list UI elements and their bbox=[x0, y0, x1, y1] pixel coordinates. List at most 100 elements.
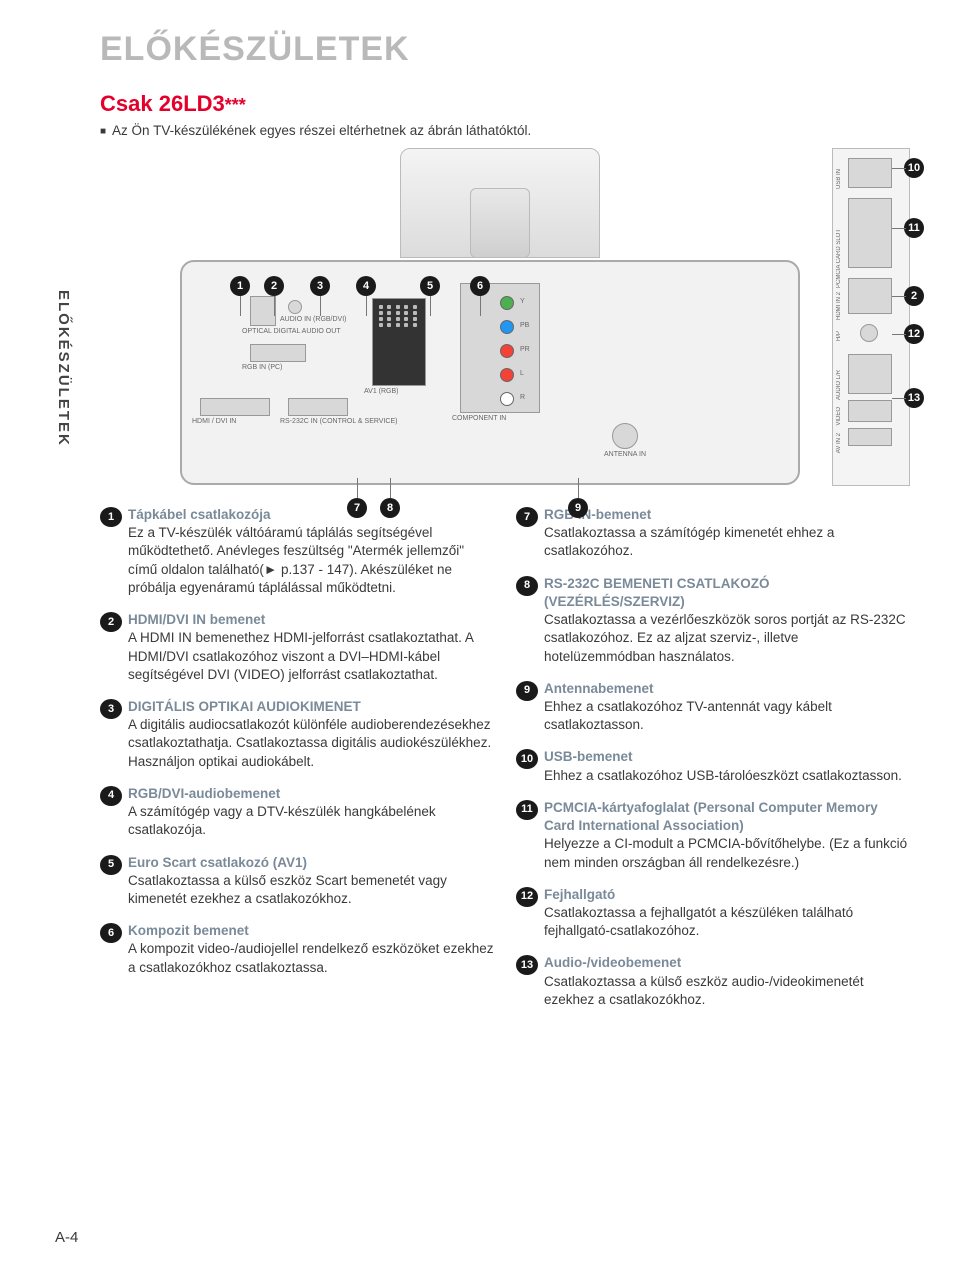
item-title: Audio-/videobemenet bbox=[544, 955, 681, 970]
item-body: RGB IN-bemenet Csatlakoztassa a számítógé… bbox=[544, 506, 912, 561]
callout-dot: 7 bbox=[347, 498, 367, 518]
item-text: Helyezze a CI-modult a PCMCIA-bővítőhely… bbox=[544, 836, 907, 869]
description-item: 11 PCMCIA-kártyafoglalat (Personal Comput… bbox=[516, 799, 912, 872]
item-text: A számítógép vagy a DTV-készülék hangkáb… bbox=[128, 804, 436, 837]
leader-line bbox=[480, 296, 481, 316]
rca-label: Y bbox=[520, 298, 525, 305]
item-body: DIGITÁLIS OPTIKAI AUDIOKIMENET A digitáli… bbox=[128, 698, 496, 771]
port-label: ANTENNA IN bbox=[604, 451, 646, 458]
leader-line bbox=[357, 478, 358, 498]
item-number: 5 bbox=[100, 855, 122, 875]
side-port bbox=[860, 324, 878, 342]
description-item: 3 DIGITÁLIS OPTIKAI AUDIOKIMENET A digitál… bbox=[100, 698, 496, 771]
side-port bbox=[848, 278, 892, 314]
port bbox=[612, 423, 638, 449]
port-label: COMPONENT IN bbox=[452, 415, 506, 422]
item-text: A HDMI IN bemenethez HDMI-jelforrást csa… bbox=[128, 630, 473, 681]
leader-line bbox=[430, 296, 431, 316]
item-title: RS-232C BEMENETI CSATLAKOZÓ (VEZÉRLÉS/SZ… bbox=[544, 576, 770, 609]
leader-line bbox=[366, 296, 367, 316]
left-column: 1 Tápkábel csatlakozójaEz a TV-készülék v… bbox=[100, 506, 496, 1023]
item-title: Euro Scart csatlakozó (AV1) bbox=[128, 855, 307, 870]
callout-dot: 8 bbox=[380, 498, 400, 518]
port bbox=[372, 298, 426, 386]
item-title: RGB IN-bemenet bbox=[544, 507, 651, 522]
callout-dot: 12 bbox=[904, 324, 924, 344]
port-label: OPTICAL DIGITAL AUDIO OUT bbox=[242, 328, 341, 335]
side-port-label: USB IN bbox=[836, 169, 842, 189]
side-port-label: H/P bbox=[836, 331, 842, 341]
rca-jack bbox=[500, 320, 514, 334]
model-line: Csak 26LD3*** bbox=[100, 91, 912, 117]
rca-jack bbox=[500, 392, 514, 406]
model-prefix: Csak bbox=[100, 91, 159, 116]
item-title: Tápkábel csatlakozója bbox=[128, 507, 271, 522]
side-port-label: AV IN 2 bbox=[836, 433, 842, 453]
side-port-label: PCMCIA CARD SLOT bbox=[836, 229, 842, 288]
model-suffix: *** bbox=[225, 95, 246, 115]
item-number: 8 bbox=[516, 576, 538, 596]
leader-line bbox=[892, 398, 906, 399]
tv-neck-shape bbox=[470, 188, 530, 258]
item-body: USB-bemenetEhhez a csatlakozóhoz USB-tár… bbox=[544, 748, 912, 784]
callout-dot: 5 bbox=[420, 276, 440, 296]
item-text: Csatlakoztassa a vezérlőeszközök soros p… bbox=[544, 612, 906, 663]
item-text: Csatlakoztassa a fejhallgatót a készülék… bbox=[544, 905, 853, 938]
port-label: HDMI / DVI IN bbox=[192, 418, 236, 425]
description-item: 2 HDMI/DVI IN bemenet A HDMI IN bemenethez… bbox=[100, 611, 496, 684]
port bbox=[250, 344, 306, 362]
item-number: 11 bbox=[516, 800, 538, 820]
item-number: 7 bbox=[516, 507, 538, 527]
callout-dot: 10 bbox=[904, 158, 924, 178]
item-text: A kompozit video-/audiojellel rendelkező… bbox=[128, 941, 493, 974]
rca-jack bbox=[500, 296, 514, 310]
item-body: PCMCIA-kártyafoglalat (Personal Computer… bbox=[544, 799, 912, 872]
note-line: Az Ön TV-készülékének egyes részei eltér… bbox=[100, 123, 912, 138]
port-label: RS-232C IN (CONTROL & SERVICE) bbox=[280, 418, 397, 425]
item-title: Kompozit bemenet bbox=[128, 923, 249, 938]
description-item: 1 Tápkábel csatlakozójaEz a TV-készülék v… bbox=[100, 506, 496, 597]
item-title: PCMCIA-kártyafoglalat (Personal Computer… bbox=[544, 800, 878, 833]
leader-line bbox=[892, 334, 906, 335]
item-number: 2 bbox=[100, 612, 122, 632]
connector-diagram: OPTICAL DIGITAL AUDIO OUT AUDIO IN (RGB/D… bbox=[100, 148, 910, 488]
item-number: 3 bbox=[100, 699, 122, 719]
model-code: 26LD3 bbox=[159, 91, 225, 116]
callout-dot: 4 bbox=[356, 276, 376, 296]
rca-label: R bbox=[520, 394, 525, 401]
side-port bbox=[848, 428, 892, 446]
callout-dot: 2 bbox=[904, 286, 924, 306]
item-text: Ehhez a csatlakozóhoz USB-tárolóeszközt … bbox=[544, 768, 902, 783]
callout-dot: 11 bbox=[904, 218, 924, 238]
port bbox=[200, 398, 270, 416]
item-body: RGB/DVI-audiobemenet A számítógép vagy a … bbox=[128, 785, 496, 840]
leader-line bbox=[274, 296, 275, 316]
description-item: 9AntennabemenetEhhez a csatlakozóhoz TV-… bbox=[516, 680, 912, 735]
item-title: RGB/DVI-audiobemenet bbox=[128, 786, 280, 801]
item-title: DIGITÁLIS OPTIKAI AUDIOKIMENET bbox=[128, 699, 361, 714]
page-number: A-4 bbox=[55, 1229, 78, 1246]
description-item: 5 Euro Scart csatlakozó (AV1) Csatlakoztas… bbox=[100, 854, 496, 909]
item-number: 1 bbox=[100, 507, 122, 527]
item-title: Antennabemenet bbox=[544, 681, 654, 696]
description-item: 12FejhallgatóCsatlakoztassa a fejhallgat… bbox=[516, 886, 912, 941]
item-body: Kompozit bemenet A kompozit video-/audioj… bbox=[128, 922, 496, 977]
item-body: Audio-/videobemenetCsatlakoztassa a küls… bbox=[544, 954, 912, 1009]
item-text: A digitális audiocsatlakozót különféle a… bbox=[128, 717, 491, 768]
side-port-label: AUDIO L/R bbox=[836, 370, 842, 400]
item-text: Csatlakoztassa a számítógép kimenetét eh… bbox=[544, 525, 834, 558]
item-number: 13 bbox=[516, 955, 538, 975]
port bbox=[250, 296, 276, 326]
port bbox=[288, 300, 302, 314]
item-text: Csatlakoztassa a külső eszköz Scart beme… bbox=[128, 873, 447, 906]
callout-dot: 1 bbox=[230, 276, 250, 296]
item-title: HDMI/DVI IN bemenet bbox=[128, 612, 265, 627]
callout-dot: 2 bbox=[264, 276, 284, 296]
port-label: RGB IN (PC) bbox=[242, 364, 282, 371]
side-port-label: HDMI IN 2 bbox=[836, 292, 842, 320]
item-body: Euro Scart csatlakozó (AV1) Csatlakoztass… bbox=[128, 854, 496, 909]
item-body: Tápkábel csatlakozójaEz a TV-készülék vá… bbox=[128, 506, 496, 597]
port-label: AUDIO IN (RGB/DVI) bbox=[280, 316, 347, 323]
right-column: 7 RGB IN-bemenet Csatlakoztassa a számítóg… bbox=[516, 506, 912, 1023]
item-number: 6 bbox=[100, 923, 122, 943]
